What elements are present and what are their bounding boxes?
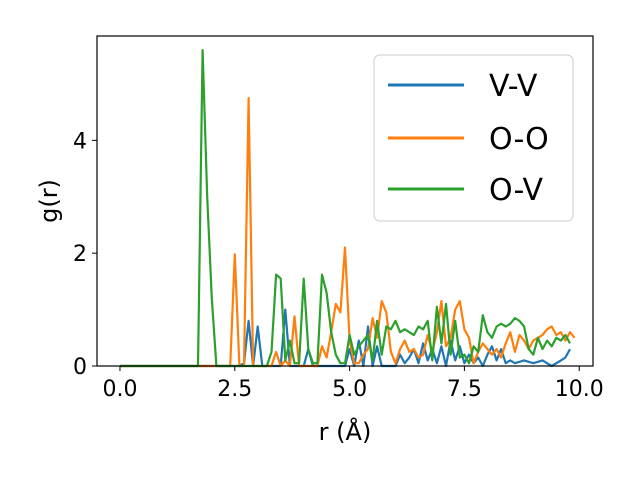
y-axis-label: g(r): [35, 179, 63, 223]
legend-label-v-v: V-V: [489, 69, 538, 104]
legend-label-o-v: O-V: [489, 173, 544, 208]
legend: V-V O-O O-V: [373, 54, 574, 222]
x-axis-label: r (Å): [319, 417, 372, 446]
x-tick-label: 5.0: [332, 377, 367, 402]
x-tick-label: 7.5: [447, 377, 482, 402]
x-tick-label: 0.0: [102, 377, 137, 402]
x-tick-label: 10.0: [555, 377, 604, 402]
legend-label-o-o: O-O: [489, 122, 549, 157]
y-tick-label: 0: [73, 355, 87, 380]
x-tick-label: 2.5: [217, 377, 252, 402]
series-line-o-v: [120, 48, 571, 368]
y-tick-label: 4: [73, 129, 87, 154]
series-line-o-o: [120, 96, 576, 368]
plot-frame: [96, 35, 594, 367]
y-tick-label: 2: [73, 242, 87, 267]
legend-frame: [373, 54, 574, 222]
ticks-layer: 0.0 2.5 5.0 7.5 10.0 0 2 4: [73, 129, 604, 402]
